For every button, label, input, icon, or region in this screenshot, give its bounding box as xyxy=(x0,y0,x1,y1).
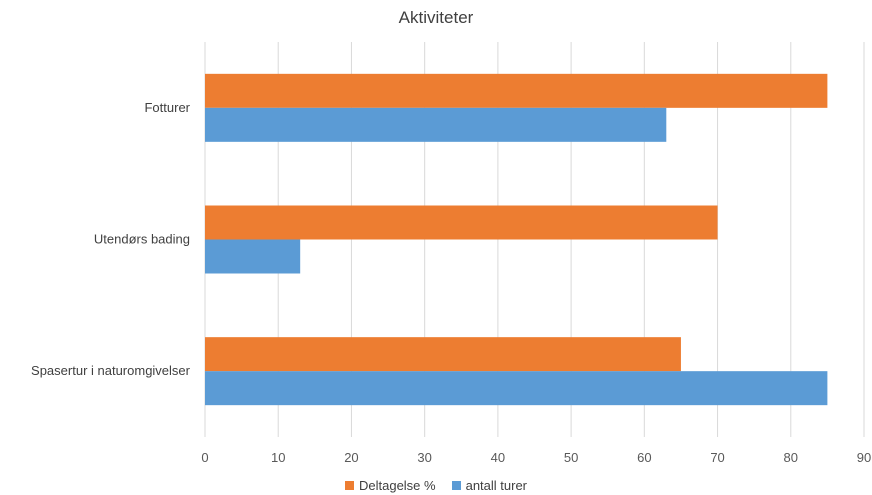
bar-antall-turer xyxy=(205,107,667,142)
x-tick-label: 20 xyxy=(344,450,358,465)
legend-swatch xyxy=(451,481,461,490)
x-tick-label: 40 xyxy=(491,450,505,465)
legend-swatch xyxy=(344,481,354,490)
bar-antall-turer xyxy=(205,371,828,406)
x-tick-label: 50 xyxy=(564,450,578,465)
x-tick-label: 60 xyxy=(637,450,651,465)
bar-antall-turer xyxy=(205,239,301,274)
x-tick-label: 0 xyxy=(201,450,208,465)
y-category-label: Utendørs bading xyxy=(94,232,190,247)
chart-title: Aktiviteter xyxy=(398,8,474,27)
bar-deltagelse xyxy=(205,205,718,240)
bar-deltagelse xyxy=(205,73,828,108)
x-tick-label: 80 xyxy=(784,450,798,465)
x-tick-label: 10 xyxy=(271,450,285,465)
legend-item: Deltagelse % xyxy=(344,478,436,493)
x-tick-label: 90 xyxy=(857,450,871,465)
legend: Deltagelse % antall turer xyxy=(0,478,872,493)
legend-item: antall turer xyxy=(451,478,528,493)
y-category-label: Fotturer xyxy=(144,100,190,115)
y-category-label: Spasertur i naturomgivelser xyxy=(31,363,191,378)
x-tick-label: 70 xyxy=(710,450,724,465)
bar-deltagelse xyxy=(205,337,681,372)
x-tick-label: 30 xyxy=(417,450,431,465)
legend-label: Deltagelse % xyxy=(358,478,436,493)
legend-label: antall turer xyxy=(465,478,528,493)
